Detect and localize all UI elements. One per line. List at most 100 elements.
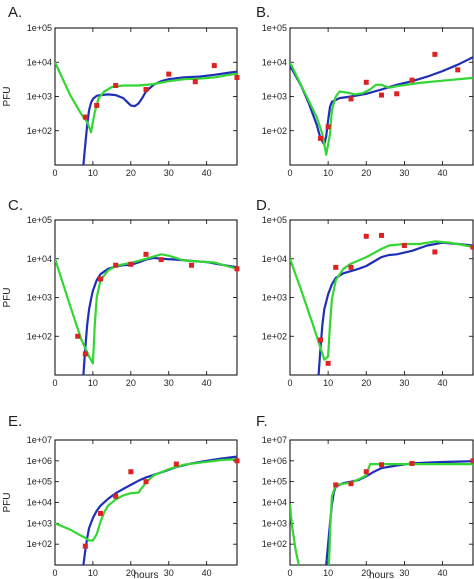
data-point xyxy=(409,77,415,83)
plot-frame xyxy=(289,439,474,566)
x-tick-label: 0 xyxy=(52,378,57,388)
data-point xyxy=(348,481,354,487)
data-point xyxy=(211,63,217,69)
x-tick-label: 20 xyxy=(361,168,371,178)
x-tick-label: 10 xyxy=(88,168,98,178)
data-point xyxy=(325,124,331,130)
x-tick-label: 0 xyxy=(287,378,292,388)
data-point xyxy=(143,87,149,93)
data-point xyxy=(401,242,407,248)
y-tick-label: 1e+07 xyxy=(262,435,287,445)
data-point xyxy=(98,276,103,282)
x-tick-label: 20 xyxy=(361,378,371,388)
y-tick-label: 1e+06 xyxy=(262,456,287,466)
data-point xyxy=(318,337,323,343)
y-tick-label: 1e+03 xyxy=(262,293,287,303)
y-tick-label: 1e+02 xyxy=(27,126,52,136)
data-point xyxy=(94,102,100,108)
data-point xyxy=(379,462,384,468)
panel-letter: A. xyxy=(8,4,22,21)
green-model-line xyxy=(290,240,473,361)
data-point xyxy=(98,510,103,516)
data-point xyxy=(166,71,172,77)
data-point xyxy=(348,96,354,102)
panel-3: C. 1e+02 1e+03 1e+04 1e+05 0 10 20 30 40 PFU xyxy=(2,197,240,388)
green-model-line xyxy=(55,253,237,365)
panel-letter: B. xyxy=(256,4,270,21)
panel-letter: C. xyxy=(8,197,23,214)
data-point xyxy=(363,79,369,85)
data-point xyxy=(143,251,149,257)
x-tick-label: 40 xyxy=(437,168,447,178)
y-tick-label: 1e+02 xyxy=(262,126,287,136)
y-tick-label: 1e+04 xyxy=(27,254,52,264)
blue-model-line xyxy=(82,256,237,375)
data-point xyxy=(325,360,331,366)
y-tick-label: 1e+06 xyxy=(27,456,52,466)
data-point xyxy=(318,135,323,141)
green-model-line xyxy=(55,61,237,134)
y-tick-label: 1e+02 xyxy=(262,331,287,341)
data-point xyxy=(234,458,240,464)
y-axis-label: PFU xyxy=(2,87,13,107)
x-tick-label: 40 xyxy=(202,168,212,178)
data-point xyxy=(333,482,339,488)
data-point xyxy=(470,458,474,464)
x-tick-label: 30 xyxy=(164,168,174,178)
data-point xyxy=(143,479,149,485)
data-point xyxy=(432,51,438,57)
plot-frame xyxy=(54,27,238,166)
data-point xyxy=(470,244,474,250)
y-tick-label: 1e+03 xyxy=(262,518,287,528)
green-model-line xyxy=(290,61,473,156)
y-tick-label: 1e+02 xyxy=(27,539,52,549)
plot-frame xyxy=(54,439,238,566)
x-axis-label: hours xyxy=(133,570,158,579)
y-tick-label: 1e+04 xyxy=(262,498,287,508)
data-point xyxy=(82,114,88,120)
data-point xyxy=(333,264,339,270)
panel-6: F. 1e+02 1e+03 1e+04 1e+05 1e+06 1e+07 0 10 20 30 4… xyxy=(256,413,474,579)
data-point xyxy=(113,262,119,268)
data-point xyxy=(189,262,194,268)
y-axis-label: PFU xyxy=(2,493,13,513)
x-tick-label: 10 xyxy=(88,568,98,578)
x-tick-label: 10 xyxy=(323,378,333,388)
panel-letter: F. xyxy=(256,413,268,430)
blue-model-line xyxy=(317,241,473,375)
x-tick-label: 0 xyxy=(287,568,292,578)
x-tick-label: 0 xyxy=(287,168,292,178)
y-tick-label: 1e+02 xyxy=(27,331,52,341)
data-point xyxy=(432,249,438,255)
data-point xyxy=(173,461,179,467)
data-point xyxy=(363,233,369,239)
y-tick-label: 1e+04 xyxy=(27,498,52,508)
x-tick-label: 40 xyxy=(202,568,212,578)
panel-letter: E. xyxy=(8,413,22,430)
y-tick-label: 1e+03 xyxy=(262,92,287,102)
data-point xyxy=(128,261,134,267)
y-tick-label: 1e+05 xyxy=(262,477,287,487)
panel-5: E. 1e+02 1e+03 1e+04 1e+05 1e+06 1e+07 0 10 20 30 4… xyxy=(2,413,240,579)
x-tick-label: 40 xyxy=(437,568,447,578)
data-point xyxy=(75,333,81,339)
data-point xyxy=(113,493,119,499)
data-point xyxy=(192,79,198,85)
data-point xyxy=(128,469,134,475)
green-model-line xyxy=(290,504,300,565)
data-point xyxy=(348,264,354,270)
y-tick-label: 1e+03 xyxy=(27,92,52,102)
x-tick-label: 20 xyxy=(361,568,371,578)
x-tick-label: 20 xyxy=(126,568,136,578)
x-tick-label: 20 xyxy=(126,378,136,388)
x-tick-label: 20 xyxy=(126,168,136,178)
data-point xyxy=(379,92,384,98)
y-tick-label: 1e+04 xyxy=(262,254,287,264)
y-tick-label: 1e+05 xyxy=(27,23,52,33)
x-tick-label: 30 xyxy=(399,568,409,578)
data-point xyxy=(82,543,88,549)
green-model-line xyxy=(327,463,473,565)
blue-model-line xyxy=(290,56,473,146)
x-tick-label: 40 xyxy=(202,378,212,388)
